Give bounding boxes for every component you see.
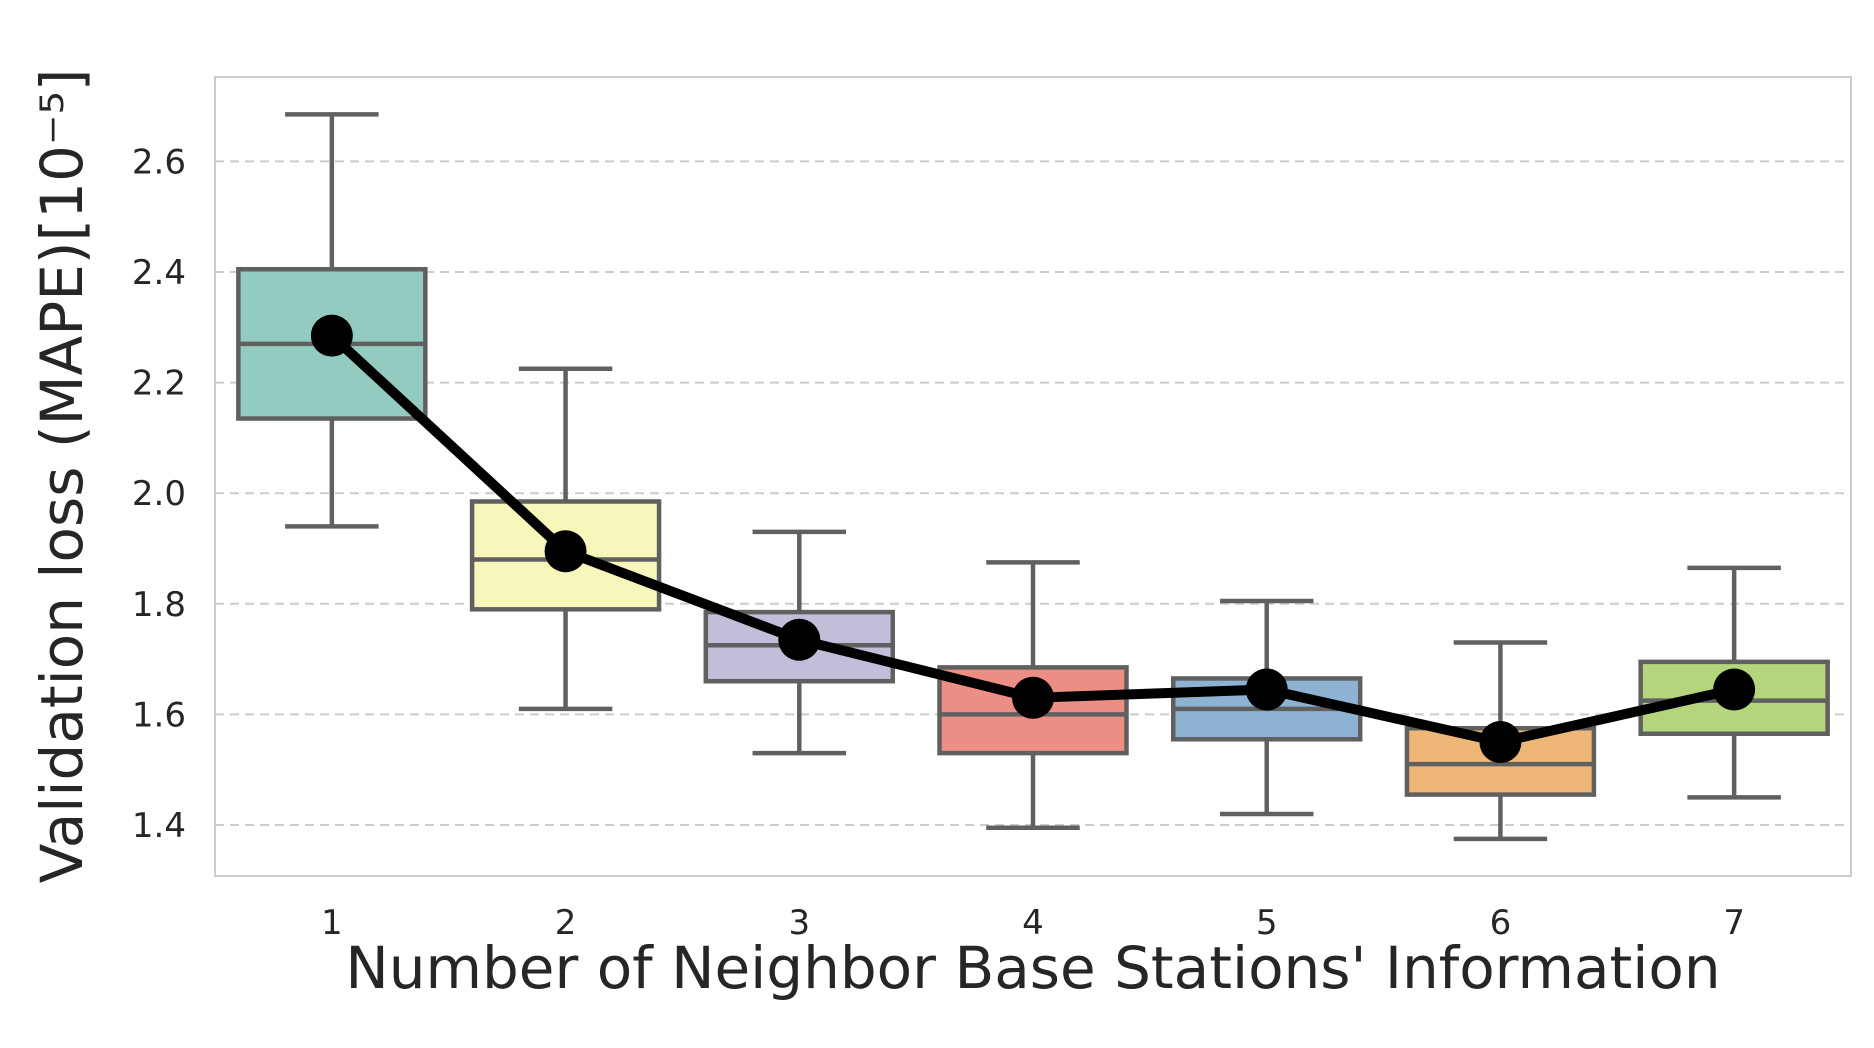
- mean-point-4: [1012, 676, 1054, 719]
- plot-frame: [214, 76, 1852, 877]
- x-tick-labels: 1 2 3 4 5 6 7: [321, 903, 1745, 943]
- mean-point-6: [1479, 721, 1522, 764]
- mean-point-3: [778, 618, 821, 661]
- y-tick-label: 2.6: [132, 142, 186, 182]
- y-tick-label: 1.8: [132, 585, 186, 625]
- x-tick-label: 7: [1723, 903, 1745, 943]
- y-tick-label: 2.2: [132, 364, 186, 404]
- mean-line-group: [310, 314, 1756, 764]
- x-axis-label: Number of Neighbor Base Stations' Inform…: [345, 934, 1720, 1002]
- mean-point-5: [1245, 668, 1288, 711]
- y-tick-label: 2.0: [132, 474, 186, 514]
- mean-point-7: [1713, 668, 1756, 711]
- mean-point-2: [544, 530, 587, 573]
- y-axis-label: Validation loss (MAPE)[10⁻⁵]: [28, 69, 96, 884]
- x-tick-label: 6: [1490, 903, 1512, 943]
- x-tick-label: 2: [555, 903, 577, 943]
- x-tick-label: 1: [321, 903, 343, 943]
- y-tick-label: 1.6: [132, 695, 186, 735]
- y-tick-labels: 1.4 1.6 1.8 2.0 2.2 2.4 2.6: [132, 142, 186, 846]
- x-tick-label: 4: [1022, 903, 1044, 943]
- x-tick-label: 3: [788, 903, 810, 943]
- x-tick-label: 5: [1256, 903, 1278, 943]
- y-tick-label: 1.4: [132, 806, 186, 846]
- y-tick-label: 2.4: [132, 253, 186, 293]
- mean-point-1: [310, 314, 353, 357]
